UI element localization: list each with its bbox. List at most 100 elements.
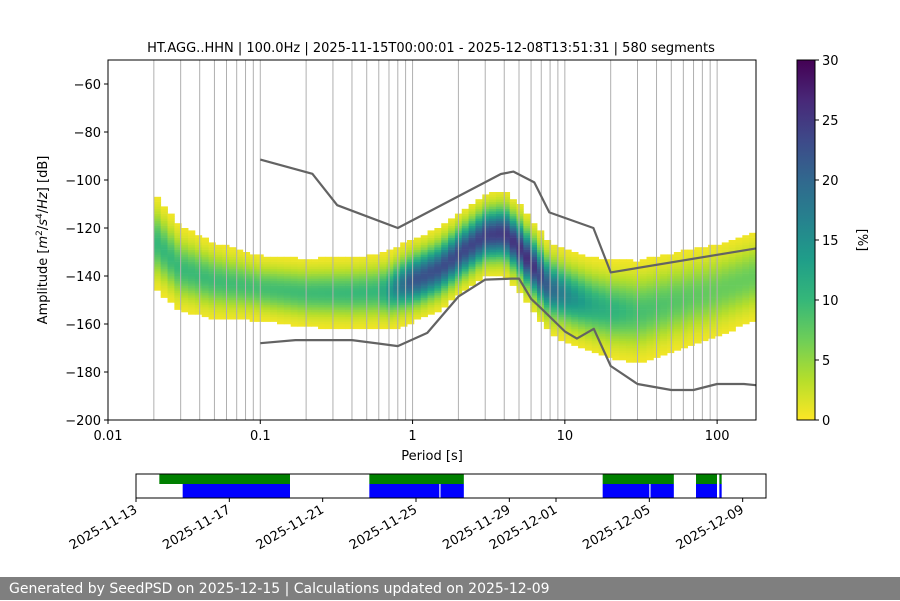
heatmap-cell — [331, 324, 339, 327]
heatmap-cell — [619, 340, 627, 344]
heatmap-cell — [297, 309, 305, 313]
heatmap-cell — [516, 228, 524, 231]
heatmap-cell — [324, 273, 333, 277]
heatmap-cell — [400, 297, 408, 301]
heatmap-cell — [434, 292, 442, 296]
footer-banner: Generated by SeedPSD on 2025-12-15 | Cal… — [0, 577, 900, 600]
heatmap-cell — [646, 268, 654, 272]
heatmap-cell — [495, 268, 504, 272]
heatmap-cell — [502, 204, 511, 207]
heatmap-cell — [482, 266, 490, 270]
heatmap-cell — [420, 242, 428, 246]
heatmap-cell — [393, 307, 401, 310]
heatmap-cell — [509, 206, 517, 210]
heatmap-cell — [516, 254, 524, 258]
heatmap-cell — [673, 283, 682, 286]
heatmap-cell — [571, 252, 579, 255]
heatmap-cell — [584, 271, 593, 274]
heatmap-cell — [564, 264, 572, 267]
heatmap-cell — [331, 276, 339, 279]
heatmap-cell — [413, 302, 422, 306]
heatmap-cell — [619, 331, 627, 334]
heatmap-cell — [359, 316, 367, 320]
heatmap-cell — [331, 288, 339, 291]
heatmap-cell — [680, 321, 688, 325]
heatmap-cell — [174, 285, 182, 289]
heatmap-cell — [605, 340, 613, 344]
heatmap-cell — [167, 285, 175, 289]
heatmap-cell — [667, 276, 675, 279]
heatmap-cell — [495, 223, 504, 226]
heatmap-cell — [714, 304, 723, 308]
heatmap-cell — [646, 326, 654, 330]
heatmap-cell — [694, 280, 702, 284]
heatmap-cell — [167, 223, 175, 226]
heatmap-cell — [605, 348, 613, 351]
heatmap-cell — [160, 230, 168, 234]
heatmap-cell — [181, 273, 189, 277]
heatmap-cell — [181, 290, 189, 294]
heatmap-cell — [680, 304, 688, 308]
heatmap-cell — [400, 290, 408, 294]
heatmap-cell — [523, 237, 531, 241]
heatmap-cell — [400, 283, 408, 286]
heatmap-cell — [475, 232, 483, 236]
heatmap-cell — [523, 273, 531, 277]
heatmap-cell — [242, 283, 251, 286]
heatmap-cell — [393, 314, 401, 318]
heatmap-cell — [735, 316, 743, 320]
heatmap-cell — [625, 273, 634, 277]
heatmap-cell — [749, 283, 757, 286]
heatmap-cell — [714, 259, 723, 262]
heatmap-cell — [393, 285, 401, 289]
heatmap-cell — [242, 266, 251, 270]
heatmap-cell — [584, 280, 593, 284]
heatmap-cell — [448, 225, 456, 229]
heatmap-cell — [687, 338, 695, 342]
heatmap-cell — [598, 280, 606, 284]
heatmap-cell — [742, 283, 750, 286]
heatmap-cell — [311, 309, 319, 313]
heatmap-cell — [721, 254, 730, 258]
heatmap-cell — [270, 297, 278, 301]
heatmap-cell — [495, 264, 504, 267]
heatmap-cell — [345, 266, 353, 270]
heatmap-cell — [263, 319, 271, 322]
heatmap-cell — [475, 249, 483, 253]
heatmap-cell — [181, 302, 189, 306]
heatmap-cell — [605, 324, 613, 327]
heatmap-cell — [489, 273, 497, 277]
heatmap-cell — [701, 285, 709, 289]
heatmap-cell — [605, 352, 613, 356]
heatmap-cell — [728, 290, 736, 294]
heatmap-cell — [441, 230, 449, 234]
heatmap-cell — [188, 280, 196, 284]
heatmap-cell — [550, 304, 558, 308]
heatmap-cell — [509, 266, 517, 270]
heatmap-cell — [167, 244, 175, 248]
heatmap-cell — [222, 288, 230, 291]
heatmap-cell — [229, 302, 237, 306]
heatmap-cell — [407, 256, 415, 260]
heatmap-cell — [188, 295, 196, 298]
heatmap-cell — [735, 268, 743, 272]
heatmap-cell — [646, 331, 654, 334]
heatmap-cell — [407, 316, 415, 320]
heatmap-cell — [160, 244, 168, 248]
heatmap-cell — [625, 326, 634, 330]
heatmap-cell — [639, 285, 647, 289]
heatmap-cell — [222, 283, 230, 286]
heatmap-cell — [208, 290, 216, 294]
heatmap-cell — [489, 220, 497, 224]
heatmap-cell — [605, 259, 613, 262]
heatmap-cell — [557, 297, 565, 301]
heatmap-cell — [174, 283, 182, 286]
heatmap-cell — [571, 307, 579, 310]
heatmap-cell — [345, 326, 353, 330]
heatmap-cell — [495, 220, 504, 224]
heatmap-cell — [721, 316, 730, 320]
heatmap-cell — [543, 254, 552, 258]
heatmap-cell — [393, 326, 401, 330]
heatmap-cell — [687, 304, 695, 308]
heatmap-cell — [338, 278, 346, 282]
